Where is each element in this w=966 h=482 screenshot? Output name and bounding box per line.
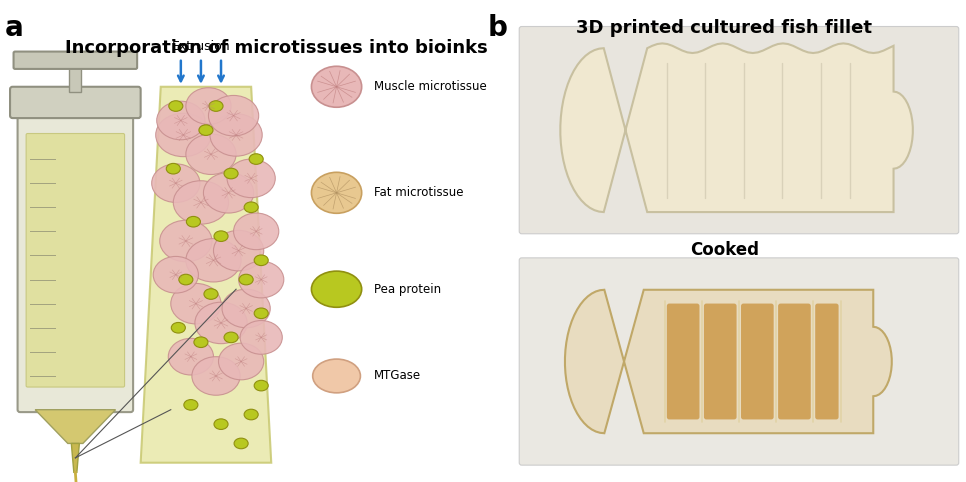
Ellipse shape bbox=[154, 256, 198, 293]
Polygon shape bbox=[35, 410, 116, 443]
Ellipse shape bbox=[234, 213, 279, 250]
Ellipse shape bbox=[209, 95, 259, 136]
Text: Muscle microtissue: Muscle microtissue bbox=[374, 80, 487, 93]
Ellipse shape bbox=[313, 359, 360, 393]
FancyBboxPatch shape bbox=[667, 304, 699, 419]
Ellipse shape bbox=[209, 101, 223, 111]
Polygon shape bbox=[141, 87, 271, 463]
Ellipse shape bbox=[254, 255, 269, 266]
Polygon shape bbox=[565, 290, 892, 433]
Ellipse shape bbox=[244, 202, 258, 213]
Polygon shape bbox=[71, 443, 79, 472]
FancyBboxPatch shape bbox=[17, 108, 133, 412]
FancyBboxPatch shape bbox=[815, 304, 838, 419]
FancyBboxPatch shape bbox=[779, 304, 810, 419]
Ellipse shape bbox=[184, 400, 198, 410]
Ellipse shape bbox=[311, 271, 361, 308]
Ellipse shape bbox=[249, 154, 263, 164]
Ellipse shape bbox=[195, 302, 247, 344]
Ellipse shape bbox=[156, 101, 205, 140]
Ellipse shape bbox=[254, 380, 269, 391]
Ellipse shape bbox=[240, 274, 253, 285]
Ellipse shape bbox=[244, 409, 258, 420]
FancyBboxPatch shape bbox=[741, 304, 774, 419]
Text: a: a bbox=[5, 14, 24, 42]
Ellipse shape bbox=[171, 322, 185, 333]
Ellipse shape bbox=[213, 230, 264, 271]
Ellipse shape bbox=[159, 220, 212, 262]
Ellipse shape bbox=[224, 332, 238, 343]
Text: MTGase: MTGase bbox=[374, 370, 421, 382]
Ellipse shape bbox=[239, 261, 284, 298]
Text: Extrusion: Extrusion bbox=[172, 40, 230, 53]
Ellipse shape bbox=[169, 101, 183, 111]
Ellipse shape bbox=[218, 343, 264, 380]
Ellipse shape bbox=[210, 114, 262, 156]
Text: Incorporation of microtissues into bioinks: Incorporation of microtissues into bioin… bbox=[66, 39, 488, 56]
Ellipse shape bbox=[222, 289, 270, 328]
Ellipse shape bbox=[185, 88, 231, 124]
Text: Fat microtissue: Fat microtissue bbox=[374, 187, 464, 199]
Ellipse shape bbox=[204, 173, 254, 213]
Text: Cooked: Cooked bbox=[690, 241, 759, 259]
Text: b: b bbox=[488, 14, 508, 42]
Ellipse shape bbox=[194, 337, 208, 348]
Ellipse shape bbox=[214, 231, 228, 241]
Ellipse shape bbox=[224, 168, 238, 179]
Ellipse shape bbox=[179, 274, 193, 285]
Ellipse shape bbox=[186, 216, 200, 227]
Ellipse shape bbox=[185, 239, 242, 282]
Ellipse shape bbox=[156, 113, 211, 157]
Text: Pea protein: Pea protein bbox=[374, 283, 441, 295]
Ellipse shape bbox=[185, 134, 236, 174]
Ellipse shape bbox=[227, 159, 275, 198]
Polygon shape bbox=[560, 43, 913, 212]
FancyBboxPatch shape bbox=[704, 304, 737, 419]
Ellipse shape bbox=[311, 67, 361, 107]
Ellipse shape bbox=[241, 321, 282, 354]
FancyBboxPatch shape bbox=[520, 258, 958, 465]
Ellipse shape bbox=[152, 164, 200, 202]
Ellipse shape bbox=[311, 173, 361, 214]
FancyBboxPatch shape bbox=[10, 87, 141, 118]
Ellipse shape bbox=[199, 125, 213, 135]
Text: 3D printed cultured fish fillet: 3D printed cultured fish fillet bbox=[577, 19, 872, 37]
Ellipse shape bbox=[168, 338, 213, 375]
Ellipse shape bbox=[192, 357, 241, 395]
Bar bbox=[70, 63, 81, 92]
Ellipse shape bbox=[234, 438, 248, 449]
FancyBboxPatch shape bbox=[26, 134, 125, 387]
Ellipse shape bbox=[171, 283, 221, 324]
Ellipse shape bbox=[214, 419, 228, 429]
FancyBboxPatch shape bbox=[520, 27, 958, 234]
Ellipse shape bbox=[254, 308, 269, 319]
Ellipse shape bbox=[204, 289, 218, 299]
Ellipse shape bbox=[166, 163, 181, 174]
FancyBboxPatch shape bbox=[14, 52, 137, 69]
Ellipse shape bbox=[173, 181, 229, 224]
